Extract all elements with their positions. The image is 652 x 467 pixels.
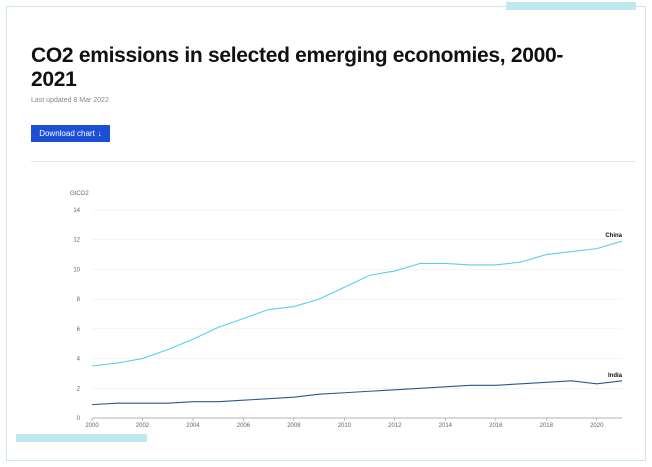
y-tick-label: 4	[77, 357, 81, 363]
download-chart-label: Download chart	[39, 129, 95, 138]
y-axis-unit-label: GtCO2	[70, 191, 89, 197]
x-tick-label: 2010	[338, 423, 352, 429]
series-line-india	[91, 380, 623, 406]
series-labels: China India	[605, 233, 622, 379]
x-tick-label: 2004	[186, 423, 200, 429]
x-tick-label: 2002	[136, 423, 150, 429]
series-label-china: China	[605, 233, 622, 239]
decorative-bar-bottom	[16, 434, 147, 442]
y-tick-label: 12	[73, 238, 80, 244]
y-axis-ticks: 0 2 4 6 8 10 12 14	[73, 208, 80, 422]
y-tick-label: 8	[77, 297, 81, 303]
download-chart-button[interactable]: Download chart ↓	[31, 125, 110, 142]
y-tick-label: 10	[73, 267, 80, 273]
chart-card	[6, 6, 646, 461]
series-label-india: India	[608, 373, 623, 379]
x-tick-label: 2014	[439, 423, 453, 429]
decorative-bar-top	[506, 2, 636, 10]
series-lines	[91, 240, 623, 406]
series-line-china	[91, 240, 623, 367]
section-divider	[31, 161, 636, 162]
last-updated-text: Last updated 8 Mar 2022	[31, 97, 109, 104]
x-tick-label: 2016	[489, 423, 503, 429]
x-tick-label: 2018	[540, 423, 554, 429]
y-tick-label: 6	[77, 327, 81, 333]
x-tick-label: 2000	[85, 423, 99, 429]
x-tick-label: 2020	[590, 423, 604, 429]
x-tick-label: 2006	[237, 423, 251, 429]
y-tick-label: 0	[77, 416, 81, 422]
y-tick-label: 2	[77, 386, 81, 392]
gridlines	[92, 209, 622, 419]
x-tick-label: 2008	[287, 423, 301, 429]
arrow-down-icon: ↓	[97, 129, 102, 138]
x-tick-label: 2012	[388, 423, 402, 429]
x-axis-ticks: 2000 2002 2004 2006 2008 2010 2012 2014 2016 2018…	[85, 418, 604, 429]
y-tick-label: 14	[73, 208, 80, 214]
page-title: CO2 emissions in selected emerging econo…	[31, 44, 564, 91]
